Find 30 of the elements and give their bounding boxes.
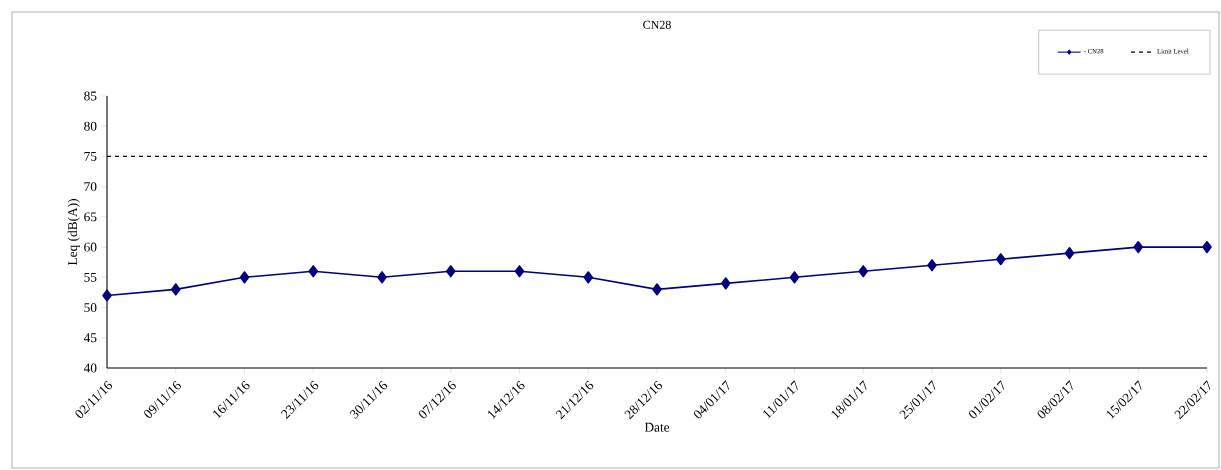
point: [1202, 240, 1212, 254]
y-tick-label: 40: [83, 363, 97, 373]
y-tick-label: 85: [84, 91, 97, 101]
point: [652, 283, 662, 296]
point: [995, 253, 1006, 266]
point: [377, 271, 387, 284]
y-tick-label: 60: [84, 242, 97, 252]
y-tick-label: 75: [84, 152, 97, 161]
point: [858, 265, 869, 278]
x-axis-title: Date: [644, 422, 670, 432]
point: [239, 271, 250, 284]
y-tick-label: 70: [84, 182, 97, 192]
y-axis-title: Leq (dB(A)): [67, 199, 80, 266]
chart-title: CN28: [643, 20, 671, 29]
point: [927, 259, 937, 272]
y-tick-label: 50: [84, 303, 97, 313]
point: [1064, 247, 1075, 260]
point: [102, 289, 112, 302]
point: [789, 271, 800, 284]
y-tick-label: 80: [84, 121, 97, 131]
point: [583, 271, 594, 284]
point: [514, 265, 525, 278]
point: [445, 265, 456, 278]
point: [308, 265, 319, 278]
y-tick-label: 45: [83, 333, 97, 343]
point: [720, 277, 731, 290]
point: [170, 283, 181, 296]
y-tick-label: 55: [84, 272, 97, 282]
y-tick-label: 65: [84, 212, 97, 222]
point: [1133, 240, 1144, 254]
